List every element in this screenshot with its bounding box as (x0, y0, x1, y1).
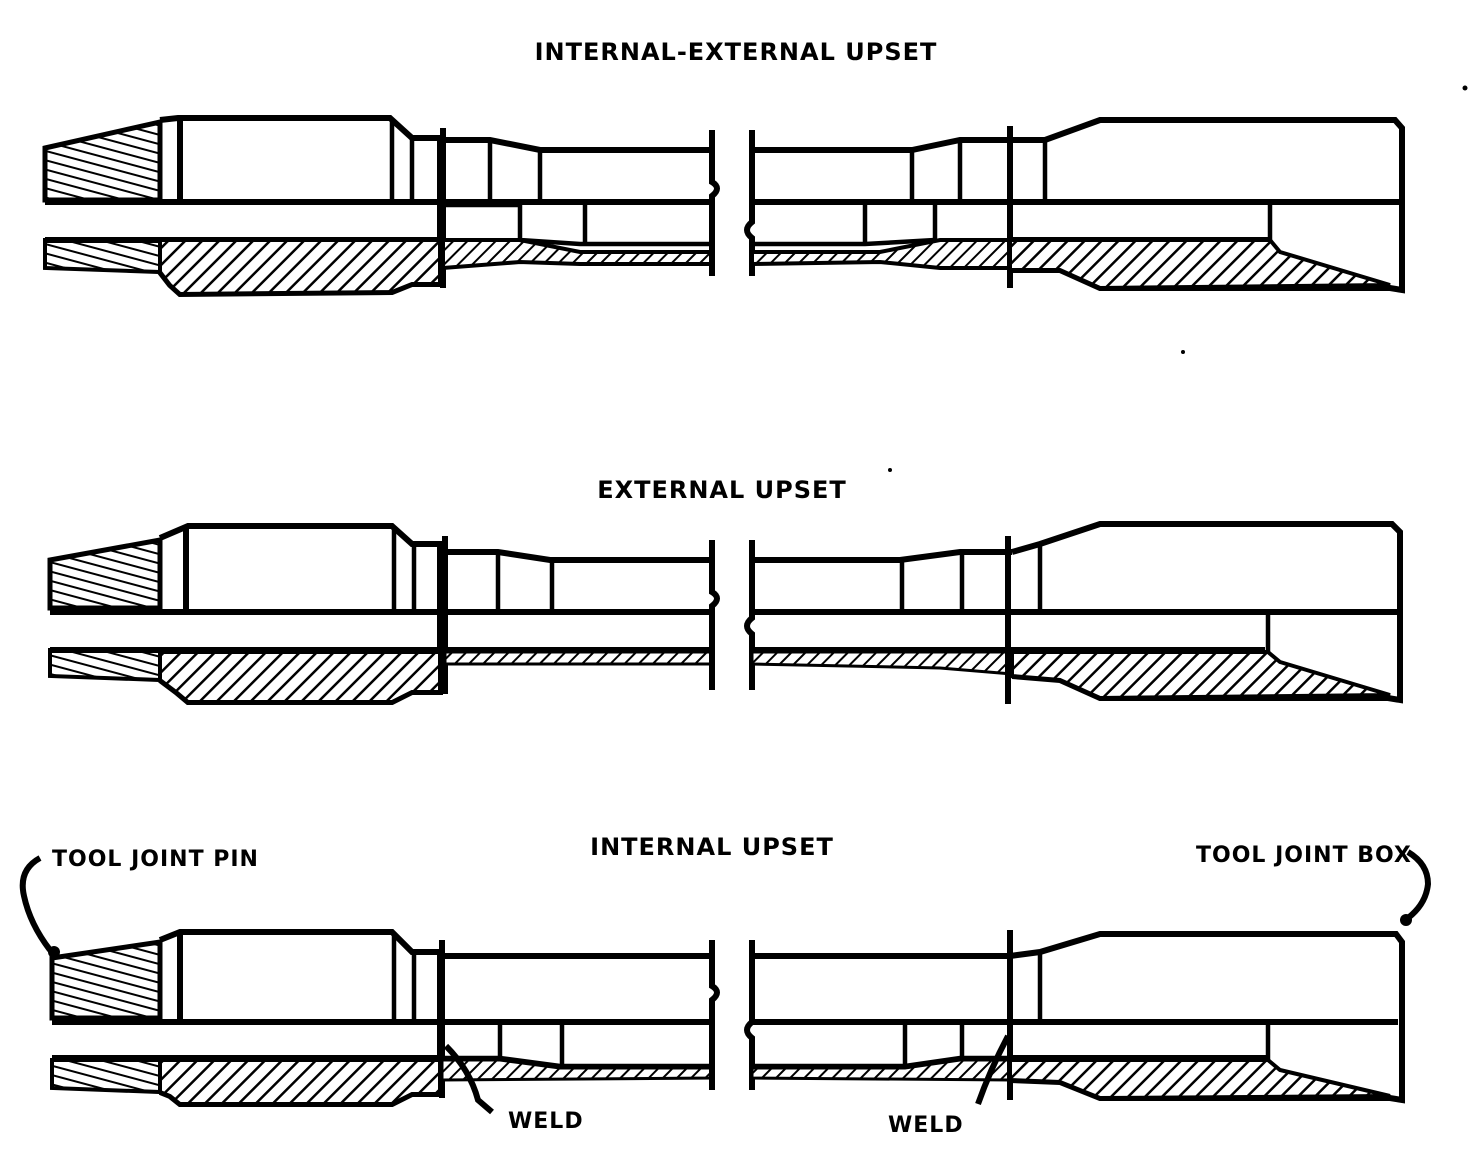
pin-thread (49, 939, 163, 1021)
pipe-wall-hatch-right (750, 650, 1014, 676)
break-line-left (709, 940, 720, 1090)
pin-thread-lower (48, 648, 162, 683)
weld-right-label: WELD (888, 1113, 964, 1138)
tool-joint-pin-dot (48, 946, 60, 958)
pin-thread-lower (50, 1058, 162, 1095)
pin-wall-hatch (158, 1058, 442, 1106)
section-title-internal-upset: INTERNAL UPSET (590, 833, 834, 861)
weld-right-leader (975, 1034, 1011, 1105)
pipe-outline-left (443, 137, 712, 153)
pin-thread-lower (43, 238, 162, 275)
speck (888, 468, 892, 472)
pipe-bore-left (442, 1055, 712, 1069)
pin-wall-hatch (158, 238, 442, 297)
speck (1462, 85, 1468, 91)
pipe-outline-right (752, 549, 1012, 563)
tool-joint-pin-leader (19, 855, 53, 952)
box-wall-hatch (1010, 650, 1391, 701)
pipe-wall-hatch-right (750, 1058, 1012, 1082)
pipe-wall-hatch-left (443, 650, 714, 666)
box-wall-hatch (1008, 238, 1391, 291)
drawing-internal-external-upset (42, 115, 1405, 298)
pin-wall-hatch (158, 650, 442, 704)
section-title-external-upset: EXTERNAL UPSET (597, 476, 847, 504)
pipe-bore-right (752, 1055, 1010, 1069)
speck (1181, 350, 1185, 354)
tool-joint-pin-label: TOOL JOINT PIN (52, 847, 259, 872)
pipe-bore-left (443, 202, 712, 247)
pipe-outline-left (445, 549, 712, 563)
tool-joint-box-leader (1406, 849, 1432, 921)
weld-left-label: WELD (508, 1109, 584, 1134)
tool-joint-box-label: TOOL JOINT BOX (1196, 843, 1412, 868)
break-line-left (709, 130, 720, 276)
break-line-right (744, 130, 755, 276)
break-line-right (744, 540, 755, 690)
break-line-right (744, 940, 755, 1090)
break-line-left (709, 540, 720, 690)
pin-thread (47, 537, 163, 611)
pipe-outline-right (752, 137, 1010, 153)
weld-left-leader (443, 1043, 494, 1115)
box-wall-hatch (1008, 1058, 1391, 1101)
section-title-internal-external-upset: INTERNAL-EXTERNAL UPSET (535, 38, 938, 66)
pipe-wall-hatch-left (440, 1058, 714, 1082)
drawing-internal-upset: TOOL JOINT PIN TOOL JOINT BOX WELD WELD (19, 843, 1432, 1138)
drawing-external-upset (47, 521, 1403, 705)
pipe-bore-right (752, 237, 936, 247)
tool-joint-box-dot (1400, 914, 1412, 926)
pin-thread (42, 118, 163, 203)
